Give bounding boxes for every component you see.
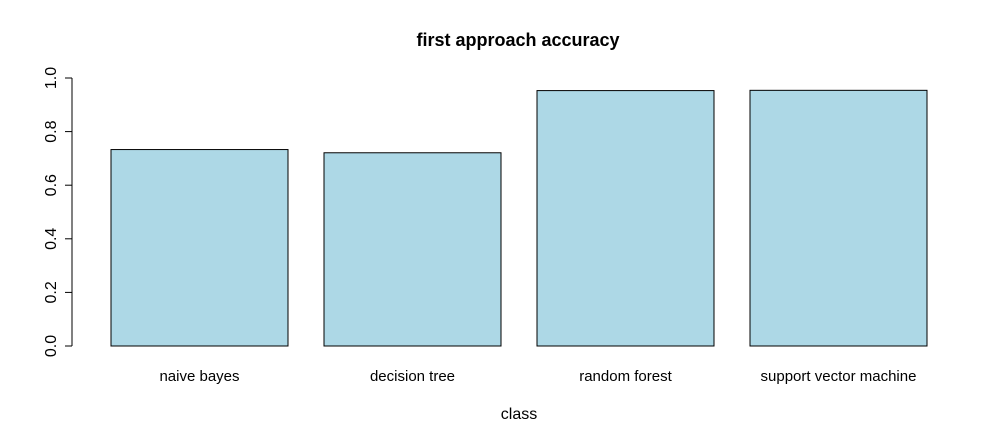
y-tick-label: 0.0 [43,335,60,357]
bar-decision-tree [323,152,502,347]
category-label: random forest [579,368,672,385]
y-tick-label: 1.0 [43,67,60,89]
category-label: support vector machine [761,368,917,385]
y-tick-label: 0.8 [43,120,60,142]
bar-random-forest [536,90,715,347]
x-axis-label: class [501,406,537,423]
category-label: decision tree [370,368,455,385]
category-label: naive bayes [159,368,239,385]
bar-support-vector-machine [749,89,928,347]
bars [110,89,928,347]
bar-naive-bayes [110,149,289,347]
category-labels: naive bayes decision tree random forest sup… [159,368,916,385]
y-tick-label: 0.6 [43,174,60,196]
y-tick-label: 0.2 [43,281,60,303]
chart-title: first approach accuracy [416,30,619,50]
y-axis: 0.0 0.2 0.4 0.6 0.8 1.0 [43,67,73,357]
y-tick-label: 0.4 [43,228,60,250]
